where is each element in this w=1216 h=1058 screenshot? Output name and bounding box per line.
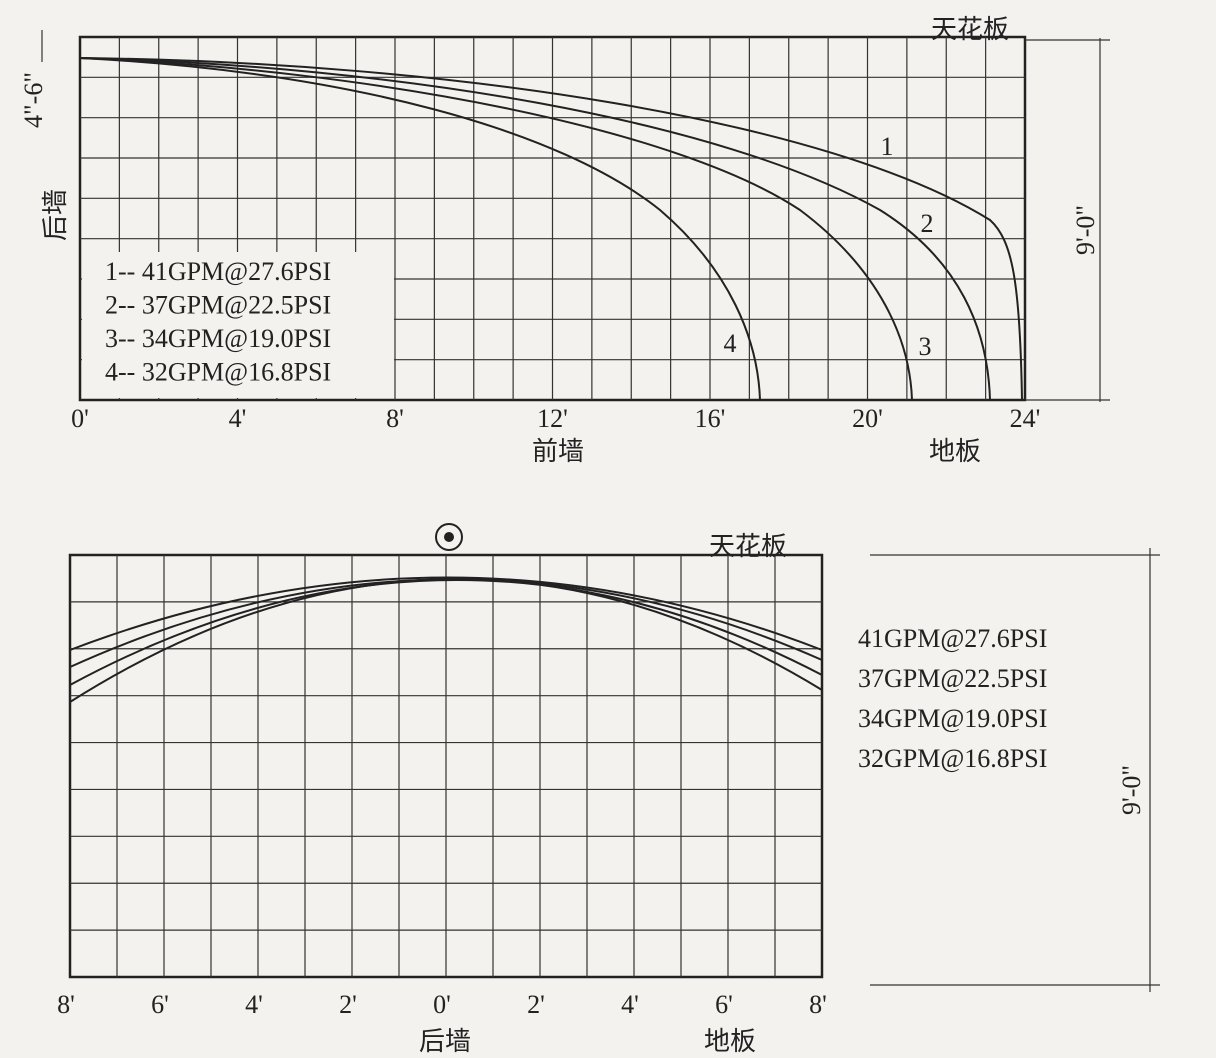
curve-label: 1 [881,132,894,161]
curve-1 [79,57,1023,401]
legend-entry: 2-- 37GPM@22.5PSI [105,291,331,320]
curve [69,578,823,686]
sprinkler-icon [444,532,454,542]
x-tick-label: 4' [621,990,639,1019]
x-tick-label: 8' [386,404,404,433]
curve-label: 3 [919,332,932,361]
x-tick-label: 6' [151,990,169,1019]
height-dim: 9'-0" [1117,765,1146,815]
back-wall-label: 后墙 [419,1027,471,1056]
x-tick-label: 8' [57,990,75,1019]
legend-box [82,252,394,398]
floor-label: 地板 [704,1027,756,1056]
ceiling-label: 天花板 [709,532,787,561]
front-wall-label: 前墙 [532,437,584,466]
x-tick-label: 8' [809,990,827,1019]
bottom-grid [70,555,822,977]
x-tick-label: 4' [229,404,247,433]
x-tick-label: 20' [852,404,883,433]
bottom-curves [69,576,823,703]
curve-label: 4 [724,329,737,358]
sprinkler-icon [435,523,463,551]
legend-entry: 37GPM@22.5PSI [858,664,1047,693]
curve [69,578,823,703]
legend-entry: 1-- 41GPM@27.6PSI [105,257,331,286]
x-tick-label: 2' [339,990,357,1019]
x-tick-label: 24' [1010,404,1041,433]
legend-entry: 3-- 34GPM@19.0PSI [105,324,331,353]
x-tick-label: 16' [695,404,726,433]
floor-label: 地板 [929,437,981,466]
x-tick-label: 0' [71,404,89,433]
ceiling-label: 天花板 [931,15,1009,44]
curve [69,576,823,651]
top-labels: 0' 4' 8' 12' 16' 20' 24' 1 2 3 4 1-- 41GPM@27.6PSI 2… [71,132,1040,433]
x-tick-label: 0' [433,990,451,1019]
height-dim: 9'-0" [1071,205,1100,255]
back-wall-label: 后墙 [41,189,70,241]
curve-4 [79,57,761,401]
x-tick-label: 12' [537,404,568,433]
bottom-labels: 8' 6' 4' 2' 0' 2' 4' 6' 8' 41GPM@27.6PSI 37GPM@22.… [57,624,1047,1019]
curve-3 [79,57,913,401]
legend-entry: 41GPM@27.6PSI [858,624,1047,653]
x-tick-label: 4' [245,990,263,1019]
curve-2 [79,57,991,401]
legend-entry: 34GPM@19.0PSI [858,704,1047,733]
offset-dim: 4"-6" [19,72,48,128]
x-tick-label: 2' [527,990,545,1019]
legend-entry: 4-- 32GPM@16.8PSI [105,358,331,387]
x-tick-label: 6' [715,990,733,1019]
top-curves [79,57,1023,401]
curve-label: 2 [921,209,934,238]
legend-entry: 32GPM@16.8PSI [858,744,1047,773]
